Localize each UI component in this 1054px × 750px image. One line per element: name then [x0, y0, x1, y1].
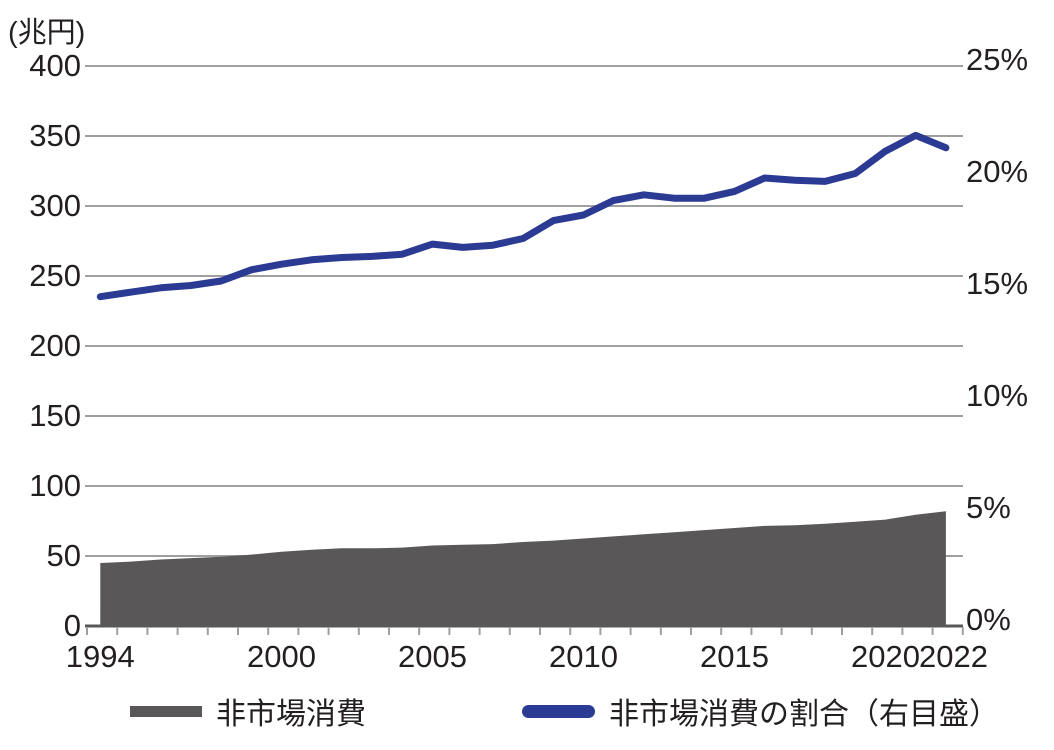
- y-left-tick-label: 50: [47, 538, 81, 573]
- y-right-tick-label: 15%: [966, 266, 1028, 301]
- y-right-tick-label: 20%: [966, 154, 1028, 189]
- legend-label-area-series: 非市場消費: [216, 698, 366, 731]
- legend-item-area-series: 非市場消費: [130, 689, 366, 733]
- y-left-tick-label: 100: [29, 468, 81, 503]
- legend-label-line-series: 非市場消費の割合（右目盛）: [609, 698, 999, 731]
- line-series: [96, 131, 950, 301]
- y-left-tick-label: 150: [29, 398, 81, 433]
- y-left-tick-label: 350: [29, 118, 81, 153]
- x-tick-label: 2020: [851, 639, 920, 674]
- x-tick-label: 2010: [549, 639, 618, 674]
- x-tick-label: 1994: [66, 639, 135, 674]
- y-left-tick-label: 200: [29, 328, 81, 363]
- y-right-tick-label: 5%: [966, 490, 1011, 525]
- y-right-tick-label: 0%: [966, 602, 1011, 637]
- line-series-swatch: [522, 704, 595, 718]
- area-series-swatch: [130, 705, 202, 717]
- x-tick-label: 2015: [700, 639, 769, 674]
- y-right-tick-label: 10%: [966, 378, 1028, 413]
- y-left-tick-label: 250: [29, 258, 81, 293]
- y-right-tick-label: 25%: [966, 42, 1028, 77]
- x-tick-label: 2022: [919, 639, 988, 674]
- y-left-axis-unit-label: (兆円): [8, 17, 86, 49]
- area-series: [100, 511, 946, 626]
- y-left-tick-label: 0: [64, 608, 81, 643]
- y-left-tick-label: 300: [29, 188, 81, 223]
- y-left-tick-label: 400: [29, 48, 81, 83]
- chart-legend: 非市場消費 非市場消費の割合（右目盛）: [0, 689, 1054, 733]
- x-tick-label: 2005: [398, 639, 467, 674]
- legend-item-line-series: 非市場消費の割合（右目盛）: [522, 689, 999, 733]
- x-tick-label: 2000: [247, 639, 316, 674]
